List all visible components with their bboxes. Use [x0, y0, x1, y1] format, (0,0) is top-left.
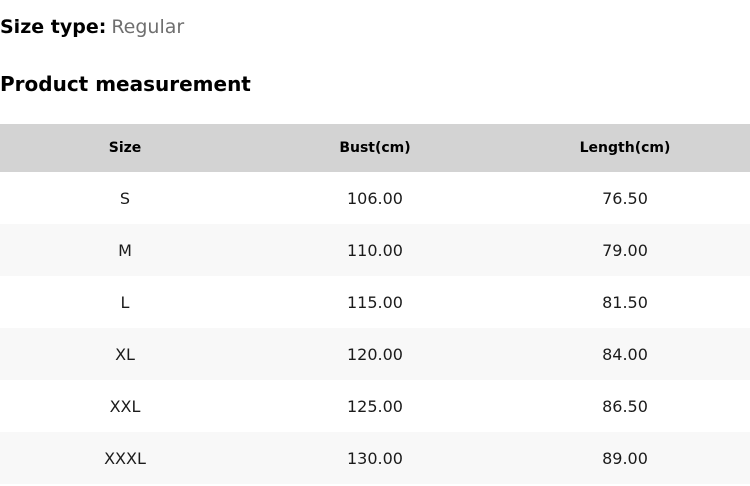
- table-row: XXL 125.00 86.50: [0, 380, 750, 432]
- cell-length: 79.00: [500, 224, 750, 276]
- size-type-row: Size type: Regular: [0, 13, 184, 41]
- size-type-label: Size type:: [0, 16, 107, 38]
- cell-length: 81.50: [500, 276, 750, 328]
- product-measurement-table: Size Bust(cm) Length(cm) S 106.00 76.50 …: [0, 124, 750, 484]
- column-header-size: Size: [0, 124, 250, 172]
- cell-size: L: [0, 276, 250, 328]
- cell-bust: 110.00: [250, 224, 500, 276]
- table-row: XL 120.00 84.00: [0, 328, 750, 380]
- table-row: XXXL 130.00 89.00: [0, 432, 750, 484]
- cell-size: S: [0, 172, 250, 224]
- column-header-bust: Bust(cm): [250, 124, 500, 172]
- cell-size: XXL: [0, 380, 250, 432]
- column-header-length: Length(cm): [500, 124, 750, 172]
- cell-bust: 130.00: [250, 432, 500, 484]
- cell-bust: 120.00: [250, 328, 500, 380]
- cell-length: 76.50: [500, 172, 750, 224]
- table-row: L 115.00 81.50: [0, 276, 750, 328]
- cell-bust: 125.00: [250, 380, 500, 432]
- cell-size: XXXL: [0, 432, 250, 484]
- table-header-row: Size Bust(cm) Length(cm): [0, 124, 750, 172]
- cell-length: 86.50: [500, 380, 750, 432]
- cell-size: XL: [0, 328, 250, 380]
- product-measurement-heading: Product measurement: [0, 72, 251, 96]
- size-type-value: Regular: [111, 16, 185, 38]
- cell-length: 84.00: [500, 328, 750, 380]
- cell-length: 89.00: [500, 432, 750, 484]
- table-row: M 110.00 79.00: [0, 224, 750, 276]
- table-row: S 106.00 76.50: [0, 172, 750, 224]
- cell-bust: 115.00: [250, 276, 500, 328]
- cell-size: M: [0, 224, 250, 276]
- cell-bust: 106.00: [250, 172, 500, 224]
